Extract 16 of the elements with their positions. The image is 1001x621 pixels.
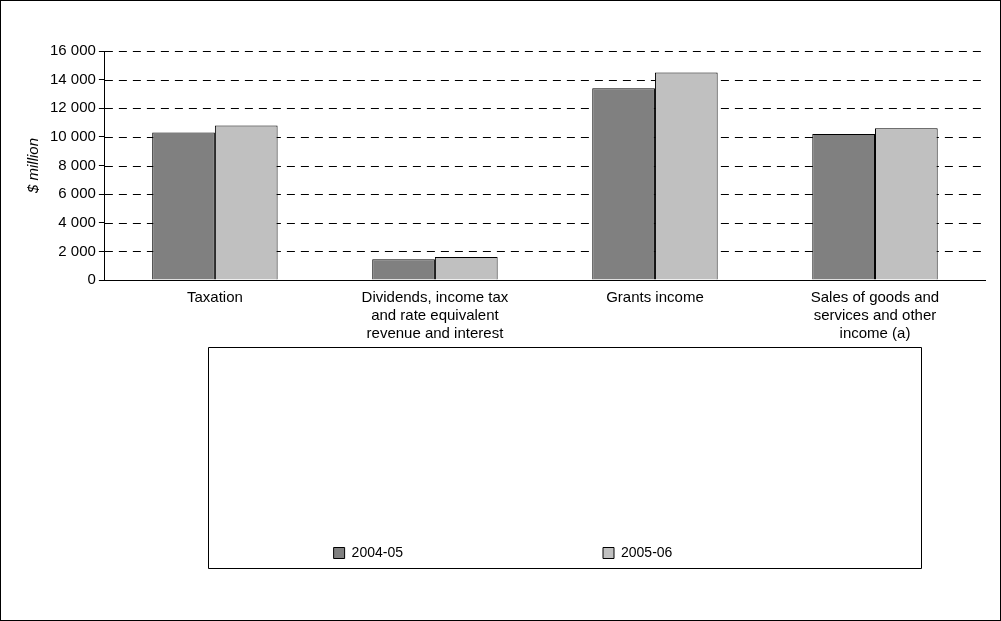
y-tick-label: 14 000 <box>49 69 96 87</box>
legend-label: 2005-06 <box>621 543 673 560</box>
y-tick-label: 12 000 <box>49 98 96 116</box>
y-tick-label: 10 000 <box>49 127 96 145</box>
y-tick-label: 0 <box>87 270 96 288</box>
x-tick-label: Grants income <box>606 288 704 306</box>
legend-label: 2004-05 <box>351 543 404 560</box>
x-tick-label: Sales of goods and services and other income (a) <box>810 288 940 342</box>
y-tick-label: 2 000 <box>58 241 96 259</box>
x-tick-label: Taxation <box>186 288 243 306</box>
x-tick-label: Dividends, income tax and rate equivalent revenue and interest <box>361 288 509 342</box>
y-tick-label: 8 000 <box>58 155 96 173</box>
y-tick-label: 16 000 <box>49 41 96 59</box>
y-tick-label: 4 000 <box>58 212 96 230</box>
y-tick-label: 6 000 <box>58 184 96 202</box>
y-axis-title: $ million <box>24 137 42 195</box>
